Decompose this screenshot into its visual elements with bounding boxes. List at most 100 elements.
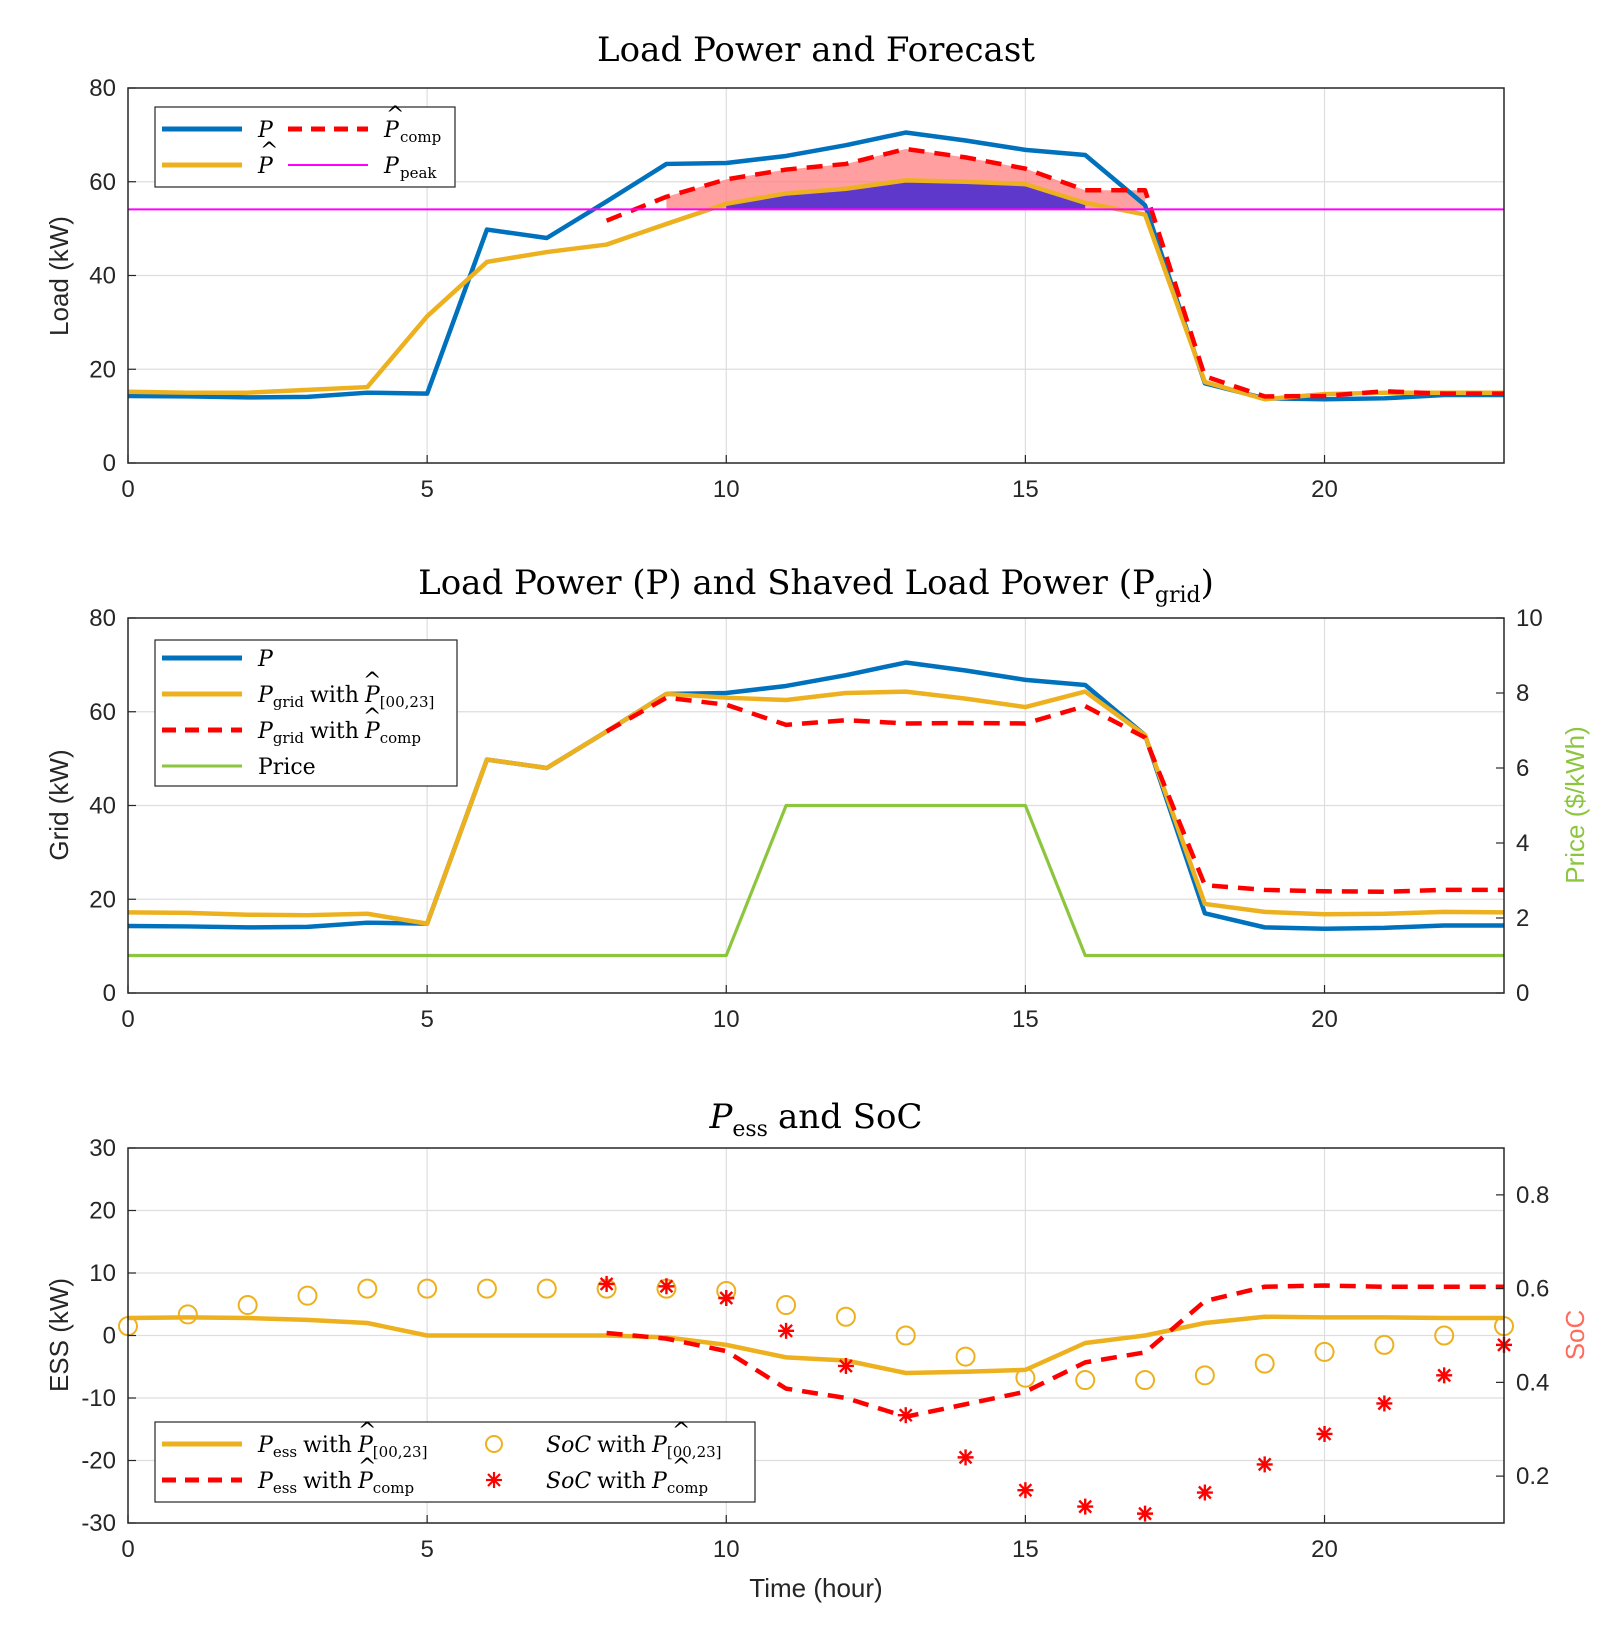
soc-circle-point [297,1285,318,1306]
x-tick-label: 15 [1012,476,1039,503]
panel2-title-sub: grid [1155,583,1201,608]
panel3-grid [128,1148,1504,1523]
legend-label-P2: P [257,647,274,672]
x-tick-label: 0 [121,1536,134,1563]
y2-tick-label: 0.8 [1516,1182,1549,1209]
x-tick-label: 10 [713,476,740,503]
legend-hat-Pess2: ^ [358,1455,376,1480]
y2-tick-label: 10 [1516,605,1543,632]
x-tick-label: 5 [420,476,433,503]
panel2-legend: P Pgrid with P[00,23] ^ Pgrid with Pcomp ^ P… [154,639,458,787]
series-2-1-line [606,1283,1504,1419]
legend-label-Pcomp: P [383,118,400,143]
area-peak-shaving-band [726,180,1086,210]
legend-swatch-Soc1 [485,1435,503,1453]
soc-circle-point [1434,1325,1455,1346]
y-tick-label: 20 [89,356,116,383]
x-tick-label: 5 [420,1006,433,1033]
x-tick-label: 15 [1012,1006,1039,1033]
y-tick-label: 40 [89,263,116,290]
legend-label-Price: Price [258,755,316,780]
x-tick-label: 0 [121,1006,134,1033]
soc-asterisk-point [1256,1456,1273,1473]
y-tick-label: 0 [103,1323,116,1350]
x-tick-label: 15 [1012,1536,1039,1563]
soc-circle-point [417,1278,438,1299]
panel3-y2label: SoC [1560,1310,1590,1361]
series-1-3-line [128,803,1504,958]
soc-asterisk-point [1376,1395,1393,1412]
soc-circle-point [177,1304,198,1325]
legend-label-Soc1: SoC with P[00,23] [546,1433,722,1461]
panel2-title: Load Power (P) and Shaved Load Power (Pg… [418,563,1214,608]
panel2-ylabel: Grid (kW) [44,749,74,860]
panel2-series [127,660,1505,958]
soc-asterisk-point [897,1407,914,1424]
soc-circle-point [1075,1370,1096,1391]
legend-label-P: P [257,118,274,143]
legend-hat-Soc2: ^ [672,1455,690,1480]
x-tick-label: 10 [713,1006,740,1033]
y2-tick-label: 2 [1516,905,1529,932]
panel3-title: Pess and SoC [708,1097,922,1142]
soc-asterisk-point [1017,1482,1034,1499]
panel1-ylabel: Load (kW) [44,216,74,336]
y-tick-label: 10 [89,1260,116,1287]
series-1-1-line [127,689,1505,926]
soc-asterisk-point [1196,1484,1213,1501]
soc-circle-point [536,1278,557,1299]
y-tick-label: -20 [81,1448,116,1475]
panel1-series [127,130,1504,402]
legend-sub-Ppeak: peak [400,164,437,182]
legend-label-Ppeak: P [383,154,400,179]
soc-circle-point [895,1325,916,1346]
soc-asterisk-point [598,1275,615,1292]
panel3-ylabel: ESS (kW) [44,1278,74,1392]
series-0-2-line [605,146,1504,399]
soc-circle-point [955,1346,976,1367]
y2-tick-label: 0 [1516,980,1529,1007]
soc-circle-point [1314,1341,1335,1362]
legend-swatch-Soc2 [486,1472,502,1488]
soc-asterisk-point [1316,1425,1333,1442]
y2-tick-label: 6 [1516,755,1529,782]
soc-asterisk-point [1436,1367,1453,1384]
panel1-ticks: 0 5 10 15 20 0 20 40 60 80 [89,75,1338,503]
panel3-ticks: 0 5 10 15 20 -30 -20 -10 0 10 20 30 0.2 0.4 0.6 0.8 [81,1135,1549,1563]
legend-hat-Pcomp: ^ [386,103,404,128]
panel-load-forecast: Load Power and Forecast 0 5 10 15 20 0 20 40 60 8… [44,30,1505,503]
legend-hat-Pess1: ^ [358,1419,376,1444]
soc-circle-point [1135,1370,1156,1391]
y-tick-label: 80 [89,75,116,102]
x-tick-label: 20 [1311,1536,1338,1563]
soc-circle-point [1015,1367,1036,1388]
y2-tick-label: 0.2 [1516,1463,1549,1490]
y-tick-label: 30 [89,1135,116,1162]
x-tick-label: 10 [713,1536,740,1563]
y-tick-label: 20 [89,1198,116,1225]
panel-ess-soc: Pess and SoC 0 5 10 15 20-30-20-1001020300.20… [44,1097,1590,1603]
soc-circle-point [357,1278,378,1299]
panel2-y2label: Price ($/kWh) [1560,726,1590,883]
y-tick-label: 0 [103,450,116,477]
legend-sub-Pcomp: comp [400,128,441,146]
legend-hat-Phat: ^ [260,139,278,164]
legend-label-Soc2: SoC with Pcomp [546,1469,708,1497]
panel3-legend: Pess with P[00,23] ^ Pess with Pcomp ^ SoC wi… [154,1419,756,1503]
panel-load-shaved: Load Power (P) and Shaved Load Power (Pg… [44,563,1590,1033]
panel1-legend: P P ^ P ^ comp P peak [154,103,456,188]
soc-circle-point [1254,1353,1275,1374]
soc-circle-point [776,1295,797,1316]
soc-circle-point [1194,1365,1215,1386]
y-tick-label: 0 [103,980,116,1007]
series-1-2-line [605,695,1504,894]
y2-tick-label: 0.6 [1516,1276,1549,1303]
y-tick-label: 80 [89,605,116,632]
legend-hat-Soc1: ^ [672,1419,690,1444]
legend-label-Pess1: Pess with P[00,23] [257,1433,427,1461]
soc-asterisk-point [778,1322,795,1339]
soc-asterisk-point [957,1449,974,1466]
series-0-1-line [127,178,1504,402]
y2-tick-label: 8 [1516,680,1529,707]
